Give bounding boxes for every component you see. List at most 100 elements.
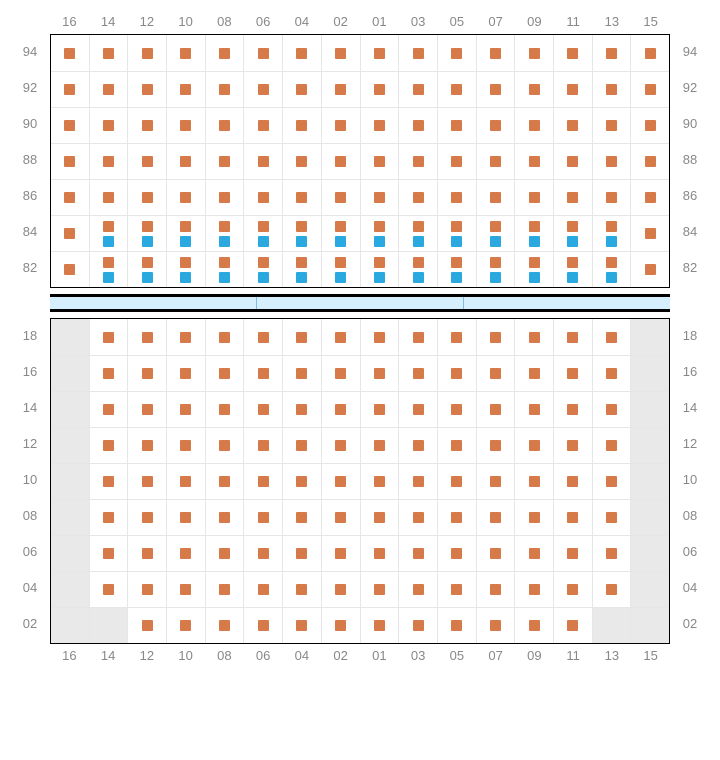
- seat-cell[interactable]: [283, 180, 322, 215]
- seat-cell[interactable]: [554, 464, 593, 499]
- seat-cell[interactable]: [593, 500, 632, 535]
- seat-cell[interactable]: [477, 108, 516, 143]
- seat-cell[interactable]: [361, 428, 400, 463]
- seat-cell[interactable]: [167, 536, 206, 571]
- seat-cell[interactable]: [554, 356, 593, 391]
- seat-cell[interactable]: [51, 108, 90, 143]
- seat-cell[interactable]: [128, 108, 167, 143]
- seat-cell[interactable]: [322, 72, 361, 107]
- seat-cell[interactable]: [477, 216, 516, 251]
- seat-cell[interactable]: [631, 216, 669, 251]
- seat-cell[interactable]: [515, 252, 554, 287]
- seat-cell[interactable]: [283, 536, 322, 571]
- seat-cell[interactable]: [399, 108, 438, 143]
- seat-cell[interactable]: [90, 144, 129, 179]
- seat-cell[interactable]: [244, 319, 283, 355]
- seat-cell[interactable]: [322, 144, 361, 179]
- seat-cell[interactable]: [283, 392, 322, 427]
- seat-cell[interactable]: [283, 216, 322, 251]
- seat-cell[interactable]: [244, 428, 283, 463]
- seat-cell[interactable]: [361, 572, 400, 607]
- seat-cell[interactable]: [593, 180, 632, 215]
- seat-cell[interactable]: [90, 252, 129, 287]
- seat-cell[interactable]: [477, 428, 516, 463]
- seat-cell[interactable]: [515, 108, 554, 143]
- seat-cell[interactable]: [361, 536, 400, 571]
- seat-cell[interactable]: [361, 500, 400, 535]
- seat-cell[interactable]: [167, 108, 206, 143]
- seat-cell[interactable]: [515, 216, 554, 251]
- seat-cell[interactable]: [283, 319, 322, 355]
- seat-cell[interactable]: [593, 464, 632, 499]
- seat-cell[interactable]: [90, 500, 129, 535]
- seat-cell[interactable]: [554, 428, 593, 463]
- seat-cell[interactable]: [322, 180, 361, 215]
- seat-cell[interactable]: [206, 108, 245, 143]
- seat-cell[interactable]: [593, 536, 632, 571]
- seat-cell[interactable]: [322, 108, 361, 143]
- seat-cell[interactable]: [322, 356, 361, 391]
- seat-cell[interactable]: [399, 319, 438, 355]
- seat-cell[interactable]: [438, 608, 477, 643]
- seat-cell[interactable]: [438, 144, 477, 179]
- seat-cell[interactable]: [244, 35, 283, 71]
- seat-cell[interactable]: [593, 356, 632, 391]
- seat-cell[interactable]: [515, 500, 554, 535]
- seat-cell[interactable]: [128, 536, 167, 571]
- seat-cell[interactable]: [554, 108, 593, 143]
- seat-cell[interactable]: [399, 572, 438, 607]
- seat-cell[interactable]: [167, 428, 206, 463]
- seat-cell[interactable]: [361, 464, 400, 499]
- seat-cell[interactable]: [361, 72, 400, 107]
- seat-cell[interactable]: [128, 428, 167, 463]
- seat-cell[interactable]: [399, 144, 438, 179]
- seat-cell[interactable]: [515, 356, 554, 391]
- seat-cell[interactable]: [515, 144, 554, 179]
- seat-cell[interactable]: [206, 536, 245, 571]
- seat-cell[interactable]: [128, 500, 167, 535]
- seat-cell[interactable]: [322, 35, 361, 71]
- seat-cell[interactable]: [167, 72, 206, 107]
- seat-cell[interactable]: [438, 72, 477, 107]
- seat-cell[interactable]: [438, 319, 477, 355]
- seat-cell[interactable]: [90, 35, 129, 71]
- seat-cell[interactable]: [244, 216, 283, 251]
- seat-cell[interactable]: [283, 356, 322, 391]
- seat-cell[interactable]: [167, 500, 206, 535]
- seat-cell[interactable]: [206, 464, 245, 499]
- seat-cell[interactable]: [322, 392, 361, 427]
- seat-cell[interactable]: [361, 252, 400, 287]
- seat-cell[interactable]: [593, 319, 632, 355]
- seat-cell[interactable]: [244, 464, 283, 499]
- seat-cell[interactable]: [361, 108, 400, 143]
- seat-cell[interactable]: [244, 144, 283, 179]
- seat-cell[interactable]: [167, 35, 206, 71]
- seat-cell[interactable]: [593, 72, 632, 107]
- seat-cell[interactable]: [361, 180, 400, 215]
- seat-cell[interactable]: [206, 608, 245, 643]
- seat-cell[interactable]: [322, 428, 361, 463]
- seat-cell[interactable]: [90, 180, 129, 215]
- seat-cell[interactable]: [283, 608, 322, 643]
- seat-cell[interactable]: [283, 35, 322, 71]
- seat-cell[interactable]: [477, 500, 516, 535]
- seat-cell[interactable]: [167, 252, 206, 287]
- seat-cell[interactable]: [515, 464, 554, 499]
- seat-cell[interactable]: [244, 608, 283, 643]
- seat-cell[interactable]: [477, 392, 516, 427]
- seat-cell[interactable]: [322, 536, 361, 571]
- seat-cell[interactable]: [399, 500, 438, 535]
- seat-cell[interactable]: [515, 536, 554, 571]
- seat-cell[interactable]: [438, 572, 477, 607]
- seat-cell[interactable]: [244, 108, 283, 143]
- seat-cell[interactable]: [477, 180, 516, 215]
- seat-cell[interactable]: [206, 72, 245, 107]
- seat-cell[interactable]: [477, 536, 516, 571]
- seat-cell[interactable]: [128, 216, 167, 251]
- seat-cell[interactable]: [438, 536, 477, 571]
- seat-cell[interactable]: [554, 72, 593, 107]
- seat-cell[interactable]: [283, 144, 322, 179]
- seat-cell[interactable]: [128, 252, 167, 287]
- seat-cell[interactable]: [361, 608, 400, 643]
- seat-cell[interactable]: [438, 428, 477, 463]
